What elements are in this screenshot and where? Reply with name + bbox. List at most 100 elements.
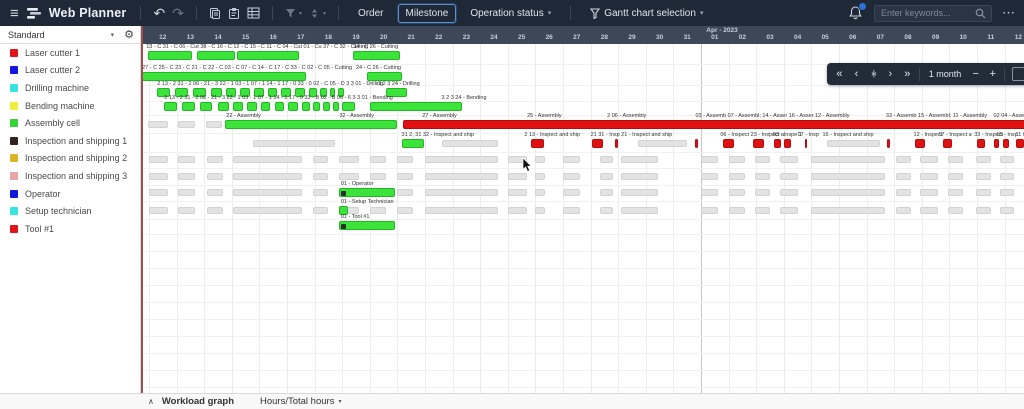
gantt-bar-late[interactable] xyxy=(402,120,1024,129)
search-icon[interactable] xyxy=(975,8,991,19)
gantt-bar-unscheduled[interactable] xyxy=(728,189,746,196)
gantt-bar-unscheduled[interactable] xyxy=(177,121,195,128)
gantt-bar-unscheduled[interactable] xyxy=(369,173,387,180)
gantt-bar-unscheduled[interactable] xyxy=(339,173,359,180)
gantt-bar-unscheduled[interactable] xyxy=(397,207,413,214)
gantt-bar-unscheduled[interactable] xyxy=(600,173,613,180)
gantt-bar-unscheduled[interactable] xyxy=(206,189,223,196)
gantt-bar-unscheduled[interactable] xyxy=(233,173,303,180)
gantt-bar-unscheduled[interactable] xyxy=(535,207,546,214)
gantt-bar[interactable] xyxy=(260,102,271,111)
gantt-bar[interactable] xyxy=(200,102,213,111)
gantt-bar[interactable] xyxy=(313,102,321,111)
gantt-bar-unscheduled[interactable] xyxy=(811,207,885,214)
gantt-bar[interactable] xyxy=(386,88,408,97)
gantt-bar[interactable] xyxy=(401,139,424,148)
gantt-bar-late[interactable] xyxy=(993,139,1000,148)
gantt-bar[interactable] xyxy=(193,88,206,97)
gantt-bar[interactable] xyxy=(224,120,397,129)
gantt-bar-unscheduled[interactable] xyxy=(620,207,659,214)
gantt-bar[interactable] xyxy=(226,88,236,97)
view-selector[interactable]: Standard ▾ ⚙ xyxy=(0,26,140,44)
gantt-bar-unscheduled[interactable] xyxy=(425,173,499,180)
gantt-bar-late[interactable] xyxy=(804,139,808,148)
gantt-bar-unscheduled[interactable] xyxy=(620,156,659,163)
gantt-bar[interactable] xyxy=(157,88,170,97)
sort-caret-icon[interactable]: ▾ xyxy=(322,10,326,17)
sidebar-resource-item[interactable]: Inspection and shipping 3 xyxy=(0,167,140,185)
sidebar-resource-item[interactable]: Bending machine xyxy=(0,97,140,115)
gantt-bar-unscheduled[interactable] xyxy=(252,140,336,147)
nav-first-button[interactable]: « xyxy=(831,64,848,84)
gantt-bar-unscheduled[interactable] xyxy=(535,156,546,163)
undo-icon[interactable]: ↶ xyxy=(153,5,166,21)
gantt-bar-unscheduled[interactable] xyxy=(728,207,746,214)
chevron-up-icon[interactable]: ∧ xyxy=(148,397,154,406)
nav-extra-button[interactable] xyxy=(1012,67,1024,81)
gantt-bar-unscheduled[interactable] xyxy=(177,156,195,163)
milestone-button[interactable]: Milestone xyxy=(397,3,457,23)
table-view-icon[interactable] xyxy=(247,7,260,19)
gantt-bar-unscheduled[interactable] xyxy=(920,173,939,180)
gantt-bar-unscheduled[interactable] xyxy=(339,156,359,163)
gantt-bar-late[interactable] xyxy=(942,139,953,148)
gantt-bar-late[interactable] xyxy=(977,139,986,148)
gantt-bar-late[interactable] xyxy=(531,139,544,148)
gantt-bar-unscheduled[interactable] xyxy=(975,173,991,180)
gantt-bar-unscheduled[interactable] xyxy=(754,189,770,196)
gantt-bar-unscheduled[interactable] xyxy=(149,189,168,196)
gantt-bar-unscheduled[interactable] xyxy=(779,173,798,180)
search-input[interactable] xyxy=(875,8,975,18)
gantt-bar[interactable] xyxy=(342,102,355,111)
gantt-bar-unscheduled[interactable] xyxy=(895,156,911,163)
gantt-bar-unscheduled[interactable] xyxy=(948,189,964,196)
gantt-bar-unscheduled[interactable] xyxy=(563,156,580,163)
gantt-bar-unscheduled[interactable] xyxy=(1000,156,1015,163)
bar-selection-handle[interactable] xyxy=(341,190,347,196)
gantt-bar-unscheduled[interactable] xyxy=(728,173,746,180)
gantt-bar-unscheduled[interactable] xyxy=(811,156,885,163)
hamburger-menu-icon[interactable]: ≡ xyxy=(10,4,19,22)
gantt-bar-unscheduled[interactable] xyxy=(177,207,195,214)
gantt-bar-late[interactable] xyxy=(1015,139,1024,148)
gantt-bar[interactable] xyxy=(295,88,305,97)
gantt-bar[interactable] xyxy=(253,88,264,97)
gantt-bar-unscheduled[interactable] xyxy=(177,173,195,180)
hours-total-hours-dropdown[interactable]: Hours/Total hours ▾ xyxy=(260,396,341,407)
nav-fit-button[interactable]: ›|‹ xyxy=(865,64,882,84)
gantt-bar-unscheduled[interactable] xyxy=(507,173,527,180)
gantt-bar-unscheduled[interactable] xyxy=(563,189,580,196)
gantt-bar[interactable] xyxy=(369,102,463,111)
sidebar-resource-item[interactable]: Inspection and shipping 2 xyxy=(0,150,140,168)
workload-graph-toggle[interactable]: Workload graph xyxy=(161,396,234,407)
gantt-bar-unscheduled[interactable] xyxy=(507,207,527,214)
gantt-bar-unscheduled[interactable] xyxy=(948,156,964,163)
gantt-bar-unscheduled[interactable] xyxy=(811,173,885,180)
gantt-bar-unscheduled[interactable] xyxy=(206,207,223,214)
gantt-bar-late[interactable] xyxy=(1003,139,1009,148)
gantt-bar-late[interactable] xyxy=(774,139,782,148)
gantt-bar-unscheduled[interactable] xyxy=(779,189,798,196)
bar-selection-handle[interactable] xyxy=(341,223,347,229)
gantt-bar-unscheduled[interactable] xyxy=(779,207,798,214)
gantt-bar[interactable] xyxy=(143,72,307,81)
gantt-bar-unscheduled[interactable] xyxy=(206,173,223,180)
gantt-bar-unscheduled[interactable] xyxy=(535,189,546,196)
gantt-bar-unscheduled[interactable] xyxy=(975,156,991,163)
gantt-bar-unscheduled[interactable] xyxy=(600,189,613,196)
gantt-bar-unscheduled[interactable] xyxy=(728,156,746,163)
gantt-bar-unscheduled[interactable] xyxy=(975,207,991,214)
sidebar-resource-item[interactable]: Drilling machine xyxy=(0,79,140,97)
gantt-bar-unscheduled[interactable] xyxy=(313,189,329,196)
filter-icon[interactable] xyxy=(285,8,296,19)
notifications-button[interactable] xyxy=(848,2,867,21)
zoom-out-button[interactable]: − xyxy=(967,64,984,84)
gantt-bar-unscheduled[interactable] xyxy=(701,173,718,180)
gantt-bar-unscheduled[interactable] xyxy=(701,207,718,214)
operation-status-dropdown[interactable]: Operation status ▾ xyxy=(463,5,558,22)
gantt-bar-unscheduled[interactable] xyxy=(507,189,527,196)
gantt-bar-unscheduled[interactable] xyxy=(620,173,659,180)
gantt-bar-unscheduled[interactable] xyxy=(149,173,168,180)
sidebar-resource-item[interactable]: Operator xyxy=(0,185,140,203)
gantt-bar-unscheduled[interactable] xyxy=(779,156,798,163)
